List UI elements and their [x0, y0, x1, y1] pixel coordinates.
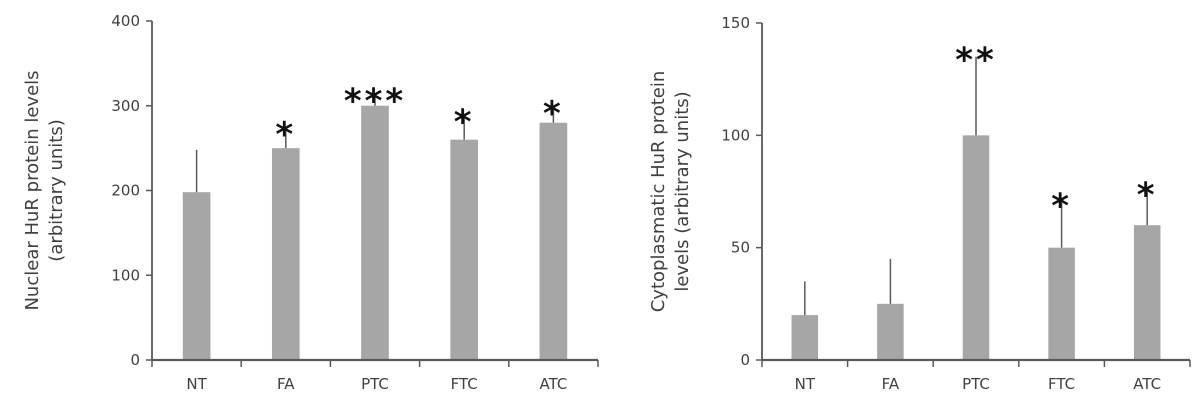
- chart-1-significance-ptc: ***: [344, 81, 406, 121]
- chart-2-bar-nt: [791, 315, 819, 360]
- chart-2-x-tick-label-atc: ATC: [1133, 375, 1161, 393]
- chart-1-bar-nt: [182, 192, 211, 360]
- chart-1-y-tick-label: 400: [111, 12, 140, 30]
- chart-1-significance-fa: *: [275, 115, 296, 155]
- chart-2-y-tick-label: 0: [740, 351, 750, 369]
- chart-1-y-tick-label: 0: [130, 351, 140, 369]
- chart-2-y-axis-title-line-1: Cytoplasmatic HuR protein: [648, 71, 669, 313]
- chart-1-significance-atc: *: [543, 94, 564, 134]
- chart-1-x-tick-label-ptc: PTC: [361, 375, 389, 393]
- chart-1-bar-ptc: [361, 105, 389, 360]
- chart-1-x-tick-label-fa: FA: [277, 375, 295, 393]
- chart-1-x-tick-label-ftc: FTC: [451, 375, 478, 393]
- chart-2-bar-fa: [877, 303, 904, 360]
- chart-1-y-tick-label: 300: [111, 97, 140, 115]
- chart-2-significance-ftc: *: [1051, 187, 1072, 227]
- chart-1-bar-ftc: [450, 139, 479, 360]
- chart-2-significance-atc: *: [1137, 176, 1158, 216]
- chart-2-y-tick-label: 50: [731, 239, 750, 257]
- chart-1-x-tick-label-nt: NT: [186, 375, 207, 393]
- chart-1-y-axis-title-line-1: Nuclear HuR protein levels: [22, 70, 43, 310]
- chart-1-x-tick-label-atc: ATC: [539, 375, 567, 393]
- chart-1-y-axis-title-line-2: (arbitrary units): [46, 119, 67, 261]
- chart-1-bar-atc: [539, 122, 568, 360]
- chart-1-significance-ftc: *: [454, 102, 475, 142]
- chart-1-y-tick-label: 100: [111, 266, 140, 284]
- chart-1-bar-fa: [271, 148, 300, 360]
- chart-2-x-tick-label-nt: NT: [795, 375, 816, 393]
- chart-2-x-tick-label-ptc: PTC: [962, 375, 990, 393]
- chart-2-y-tick-label: 100: [721, 126, 750, 144]
- chart-2-x-tick-label-fa: FA: [882, 375, 900, 393]
- chart-2-bar-atc: [1133, 225, 1161, 360]
- chart-2-bar-ftc: [1048, 247, 1075, 360]
- chart-2-y-axis-title-line-2: levels (arbitrary units): [672, 91, 693, 291]
- chart-2-x-tick-label-ftc: FTC: [1048, 375, 1075, 393]
- chart-2-y-tick-label: 150: [721, 14, 750, 32]
- chart-1-y-tick-label: 200: [111, 182, 140, 200]
- chart-2-bar-ptc: [962, 135, 990, 360]
- chart-2-significance-ptc: **: [955, 41, 997, 81]
